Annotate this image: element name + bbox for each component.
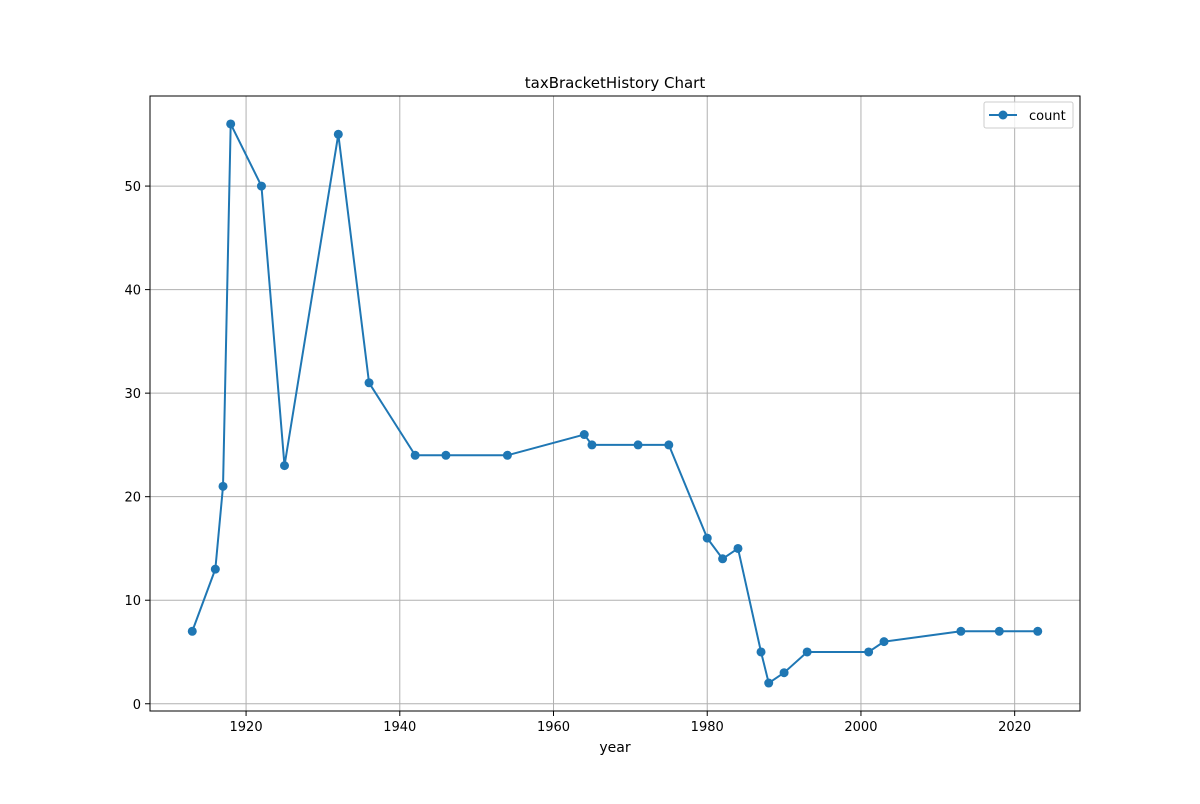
legend: count [983, 101, 1074, 129]
data-point [956, 626, 966, 636]
data-point [587, 440, 597, 450]
series-layer [187, 119, 1043, 688]
data-point [764, 678, 774, 688]
data-point [364, 378, 374, 388]
series-line [191, 122, 1038, 685]
legend-label: count [1029, 109, 1066, 124]
data-point [410, 450, 420, 460]
data-point [226, 119, 236, 129]
data-point [756, 647, 766, 657]
data-point [664, 440, 674, 450]
axis-ticks: 1920 1940 1960 1980 2000 2020 0 10 20 30 40 50 [124, 180, 1031, 735]
data-point [994, 626, 1004, 636]
data-point [441, 450, 451, 460]
data-point [718, 554, 728, 564]
data-point [733, 543, 743, 553]
data-point [864, 647, 874, 657]
data-point [1033, 626, 1043, 636]
x-tick-label: 1960 [537, 720, 570, 735]
data-point [210, 564, 220, 574]
x-tick-label: 1980 [691, 720, 724, 735]
data-point [802, 647, 812, 657]
plot-frame [149, 95, 1081, 712]
data-point [256, 181, 266, 191]
legend-point-marker [998, 110, 1008, 120]
y-tick-label: 20 [124, 491, 141, 506]
y-tick-label: 30 [124, 387, 141, 402]
y-tick-label: 40 [124, 284, 141, 299]
data-point [779, 668, 789, 678]
data-point [333, 129, 343, 139]
x-tick-label: 2000 [844, 720, 877, 735]
chart-title: taxBracketHistory Chart [525, 74, 706, 92]
y-tick-label: 50 [124, 180, 141, 195]
x-axis-title: year [599, 740, 630, 756]
data-point [702, 533, 712, 543]
grid [150, 96, 1080, 711]
data-point [280, 461, 289, 471]
data-point [218, 481, 228, 491]
data-point [187, 626, 197, 636]
x-tick-label: 1920 [230, 720, 263, 735]
x-tick-label: 1940 [383, 720, 416, 735]
data-point [502, 450, 512, 460]
x-tick-label: 2020 [998, 720, 1031, 735]
data-point [633, 440, 643, 450]
y-tick-label: 0 [133, 698, 141, 713]
legend-box [983, 101, 1074, 129]
data-point [579, 430, 589, 440]
data-point [879, 637, 889, 647]
y-tick-label: 10 [124, 594, 141, 609]
